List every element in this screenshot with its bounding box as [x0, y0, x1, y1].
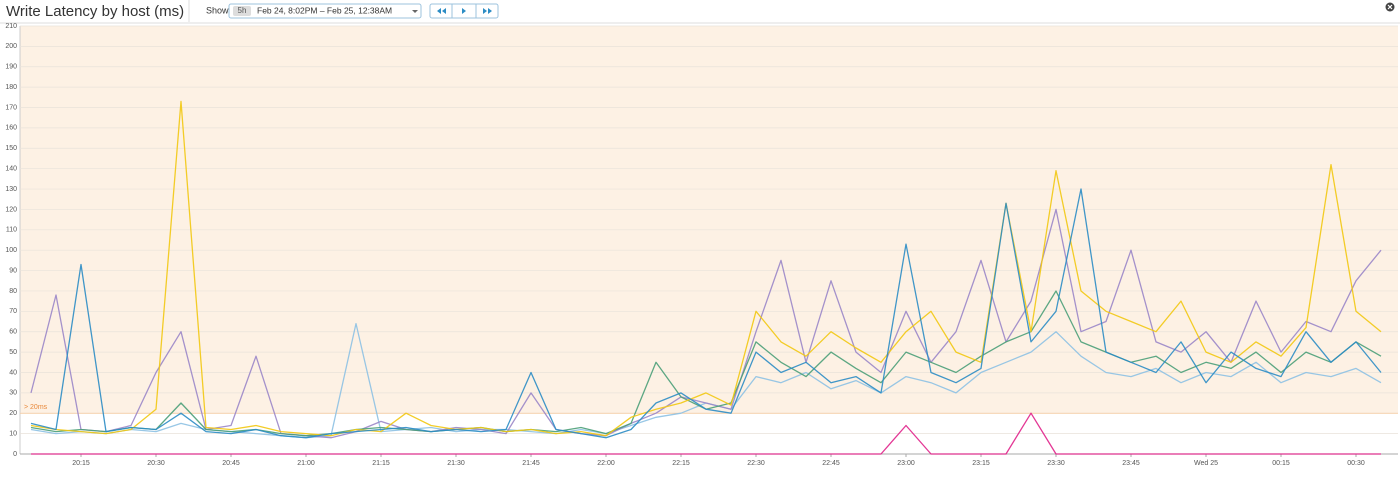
series-line — [31, 412, 1381, 455]
y-tick-label: 70 — [9, 308, 17, 315]
y-tick-label: 190 — [5, 64, 17, 71]
back-button[interactable] — [437, 8, 446, 14]
y-tick-label: 130 — [5, 186, 17, 193]
x-tick-label: 00:30 — [1347, 460, 1365, 467]
y-tick-label: 90 — [9, 267, 17, 274]
y-tick-label: 200 — [5, 43, 17, 50]
range-button-label: 5h — [238, 6, 247, 15]
x-tick-label: 21:00 — [297, 460, 315, 467]
y-tick-label: 180 — [5, 84, 17, 91]
play-button[interactable] — [462, 8, 466, 14]
time-range-select[interactable] — [228, 3, 422, 19]
y-tick-label: 110 — [6, 227, 17, 234]
series-line — [30, 100, 1382, 437]
threshold-label: > 20ms — [24, 404, 48, 411]
close-icon — [1387, 4, 1393, 10]
y-tick-label: 160 — [5, 125, 17, 132]
x-tick-label: 23:00 — [897, 460, 915, 467]
y-tick-label: 100 — [5, 247, 17, 254]
x-tick-label: 21:45 — [522, 460, 540, 467]
y-tick-label: 20 — [9, 410, 17, 417]
x-tick-label: 23:30 — [1047, 460, 1065, 467]
y-tick-label: 210 — [5, 23, 17, 30]
x-tick-label: 23:45 — [1122, 460, 1140, 467]
time-range: Feb 24, 8:02PM – Feb 25, 12:38AM — [257, 5, 392, 15]
y-tick-label: 120 — [5, 206, 17, 213]
y-tick-label: 30 — [9, 390, 17, 397]
series-line — [30, 188, 1382, 439]
x-tick-label: 22:00 — [597, 460, 615, 467]
x-tick-label: 20:45 — [222, 460, 240, 467]
series-line — [30, 208, 1382, 439]
x-tick-label: 22:15 — [672, 460, 690, 467]
y-tick-label: 0 — [13, 451, 17, 458]
y-tick-label: 170 — [5, 104, 17, 111]
threshold-region — [20, 26, 1398, 414]
nav-buttons — [429, 3, 499, 19]
chart-title: Write Latency by host (ms) — [6, 3, 184, 20]
x-tick-label: 22:45 — [822, 460, 840, 467]
x-tick-label: Wed 25 — [1194, 460, 1218, 467]
dropdown-arrow — [412, 10, 418, 13]
show-label: Show — [206, 5, 229, 15]
x-tick-label: 00:15 — [1272, 460, 1290, 467]
y-tick-label: 140 — [5, 166, 17, 173]
x-tick-label: 21:30 — [447, 460, 465, 467]
x-tick-label: 23:15 — [972, 460, 990, 467]
y-tick-label: 10 — [9, 430, 17, 437]
y-tick-label: 50 — [9, 349, 17, 356]
y-tick-label: 80 — [9, 288, 17, 295]
forward-button[interactable] — [483, 8, 492, 14]
x-tick-label: 20:15 — [72, 460, 90, 467]
range-button[interactable] — [233, 6, 251, 16]
x-tick-label: 20:30 — [147, 460, 165, 467]
y-tick-label: 40 — [9, 369, 17, 376]
y-tick-label: 150 — [5, 145, 17, 152]
x-tick-label: 22:30 — [747, 460, 765, 467]
y-tick-label: 60 — [9, 329, 17, 336]
x-tick-label: 21:15 — [372, 460, 390, 467]
